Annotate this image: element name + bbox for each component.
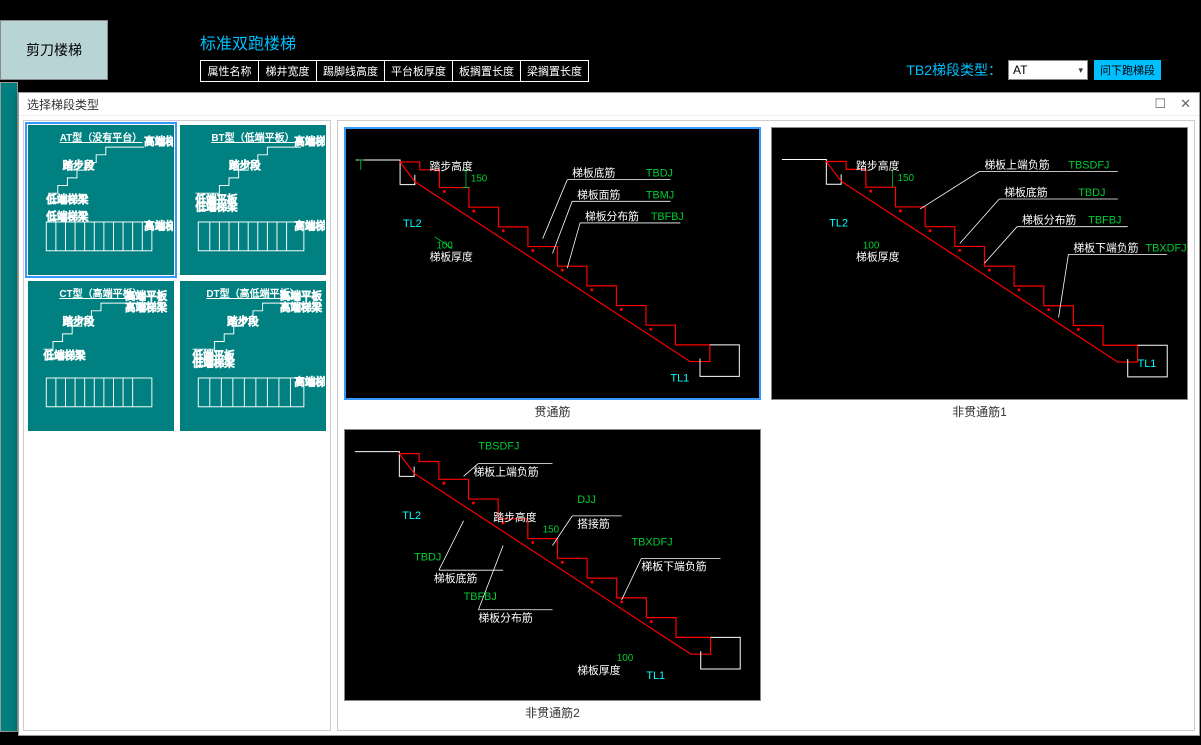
svg-text:TL1: TL1 bbox=[646, 669, 665, 681]
svg-text:梯板底筋: 梯板底筋 bbox=[572, 166, 615, 180]
svg-text:高端平板: 高端平板 bbox=[125, 289, 168, 302]
type-card-AT[interactable]: AT型（没有平台） 高端梯梁 踏步段 低端梯梁 高端梯梁 bbox=[28, 125, 174, 275]
select-stair-type-dialog: 选择梯段类型 ☐ ✕ AT型（没有平台） 高端梯梁 踏步段 低端梯梁 bbox=[18, 92, 1200, 736]
maximize-icon[interactable]: ☐ bbox=[1154, 96, 1166, 112]
copy-down-button[interactable]: 问下跑梯段 bbox=[1094, 60, 1161, 80]
svg-text:梯板底筋: 梯板底筋 bbox=[1004, 185, 1048, 199]
svg-text:梯板下端负筋: 梯板下端负筋 bbox=[1073, 240, 1138, 254]
tb2-type-label: TB2梯段类型： bbox=[906, 60, 1002, 80]
svg-text:低端梯梁: 低端梯梁 bbox=[195, 200, 238, 213]
svg-text:梯板分布筋: 梯板分布筋 bbox=[478, 610, 532, 624]
diagram-caption: 非贯通筋1 bbox=[771, 400, 1188, 423]
svg-text:梯板底筋: 梯板底筋 bbox=[434, 571, 478, 585]
svg-text:TBXDFJ: TBXDFJ bbox=[1146, 242, 1187, 254]
close-icon[interactable]: ✕ bbox=[1180, 96, 1191, 112]
property-header-table: 属性名称 梯井宽度 踢脚线高度 平台板厚度 板搁置长度 梁搁置长度 bbox=[200, 60, 589, 82]
svg-text:高端梯梁: 高端梯梁 bbox=[294, 220, 325, 233]
svg-text:TBDJ: TBDJ bbox=[414, 551, 441, 563]
diagram-noncontinuous-2[interactable]: TBSDFJ 梯板上端负筋 踏步高度 150 DJJ 搭接筋 TBXDFJ bbox=[344, 429, 761, 702]
diagram-grid: 150 踏步高度 100 梯板厚度 TL2 TL1 梯板底筋 TBDJ bbox=[337, 120, 1195, 731]
svg-text:梯板厚度: 梯板厚度 bbox=[856, 249, 900, 263]
svg-text:梯板分布筋: 梯板分布筋 bbox=[585, 209, 639, 223]
svg-text:踏步高度: 踏步高度 bbox=[430, 159, 473, 173]
svg-text:踏步段: 踏步段 bbox=[229, 159, 261, 172]
svg-text:高端梯梁: 高端梯梁 bbox=[280, 301, 323, 314]
svg-text:TBFBJ: TBFBJ bbox=[1088, 215, 1121, 227]
svg-text:DJJ: DJJ bbox=[577, 494, 596, 506]
svg-text:150: 150 bbox=[897, 173, 914, 184]
svg-text:踏步段: 踏步段 bbox=[227, 315, 259, 328]
svg-text:梯板厚度: 梯板厚度 bbox=[430, 249, 473, 263]
main-title: 标准双跑楼梯 bbox=[200, 30, 296, 54]
type-list: AT型（没有平台） 高端梯梁 踏步段 低端梯梁 高端梯梁 bbox=[23, 120, 331, 731]
svg-text:踏步段: 踏步段 bbox=[63, 315, 95, 328]
svg-text:100: 100 bbox=[436, 241, 453, 252]
svg-text:150: 150 bbox=[471, 174, 488, 185]
svg-text:TL1: TL1 bbox=[671, 372, 690, 384]
svg-text:TBMJ: TBMJ bbox=[646, 189, 674, 201]
dialog-title: 选择梯段类型 bbox=[27, 96, 99, 113]
chevron-down-icon: ▾ bbox=[1078, 65, 1083, 76]
svg-text:TBSDFJ: TBSDFJ bbox=[1068, 159, 1109, 171]
svg-text:高端梯梁: 高端梯梁 bbox=[144, 135, 173, 148]
svg-text:高端梯梁: 高端梯梁 bbox=[125, 301, 168, 314]
diagram-caption: 贯通筋 bbox=[344, 400, 761, 423]
svg-text:踏步段: 踏步段 bbox=[63, 159, 95, 172]
svg-text:TL2: TL2 bbox=[403, 218, 422, 230]
svg-text:TBFBJ: TBFBJ bbox=[651, 211, 684, 223]
svg-text:梯板厚度: 梯板厚度 bbox=[577, 662, 621, 676]
type-card-DT[interactable]: DT型（高低端平板） 高端平板 踏步段 高端梯梁 低端平板 低端梯梁 bbox=[180, 281, 326, 431]
svg-text:TBFBJ: TBFBJ bbox=[464, 590, 497, 602]
tb2-type-combo[interactable]: AT▾ bbox=[1008, 60, 1088, 80]
svg-text:高端梯梁: 高端梯梁 bbox=[294, 135, 325, 148]
svg-text:踏步高度: 踏步高度 bbox=[493, 509, 537, 523]
svg-text:100: 100 bbox=[863, 240, 880, 251]
sidebar-stair-label: 剪刀楼梯 bbox=[0, 20, 108, 80]
diagram-through-rebar[interactable]: 150 踏步高度 100 梯板厚度 TL2 TL1 梯板底筋 TBDJ bbox=[344, 127, 761, 400]
svg-text:TBSDFJ: TBSDFJ bbox=[478, 440, 519, 452]
svg-text:100: 100 bbox=[617, 653, 634, 664]
svg-text:梯板分布筋: 梯板分布筋 bbox=[1022, 213, 1076, 227]
svg-text:TBDJ: TBDJ bbox=[1078, 187, 1105, 199]
svg-text:TL2: TL2 bbox=[829, 218, 848, 230]
diagram-noncontinuous-1[interactable]: 150 踏步高度 100 梯板厚度 TL2 TL1 梯板上端负筋 TBSDFJ … bbox=[771, 127, 1188, 400]
svg-text:TL1: TL1 bbox=[1138, 358, 1157, 370]
svg-text:低端梯梁: 低端梯梁 bbox=[46, 193, 89, 206]
svg-text:150: 150 bbox=[543, 524, 560, 535]
type-card-CT[interactable]: CT型（高端平板） 高端平板 踏步段 高端梯梁 低端梯梁 bbox=[28, 281, 174, 431]
svg-text:TBXDFJ: TBXDFJ bbox=[632, 536, 673, 548]
type-card-BT[interactable]: BT型（低端平板） 高端梯梁 踏步段 低端平板 低端梯梁 bbox=[180, 125, 326, 275]
svg-text:TBDJ: TBDJ bbox=[646, 168, 673, 180]
svg-text:梯板下端负筋: 梯板下端负筋 bbox=[641, 559, 706, 573]
svg-text:高端平板: 高端平板 bbox=[280, 289, 323, 302]
svg-text:梯板面筋: 梯板面筋 bbox=[577, 187, 620, 201]
svg-text:搭接筋: 搭接筋 bbox=[577, 516, 610, 530]
sidebar-strip bbox=[0, 82, 18, 732]
svg-text:梯板上端负筋: 梯板上端负筋 bbox=[984, 157, 1049, 171]
diagram-caption: 非贯通筋2 bbox=[344, 701, 761, 724]
svg-text:高端梯梁: 高端梯梁 bbox=[294, 376, 325, 389]
svg-text:TL2: TL2 bbox=[402, 509, 421, 521]
svg-text:踏步高度: 踏步高度 bbox=[856, 158, 900, 172]
svg-text:低端梯梁: 低端梯梁 bbox=[46, 210, 89, 223]
svg-text:梯板上端负筋: 梯板上端负筋 bbox=[473, 464, 538, 478]
svg-text:低端梯梁: 低端梯梁 bbox=[193, 356, 236, 369]
svg-text:高端梯梁: 高端梯梁 bbox=[144, 220, 173, 233]
svg-text:低端梯梁: 低端梯梁 bbox=[43, 349, 86, 362]
